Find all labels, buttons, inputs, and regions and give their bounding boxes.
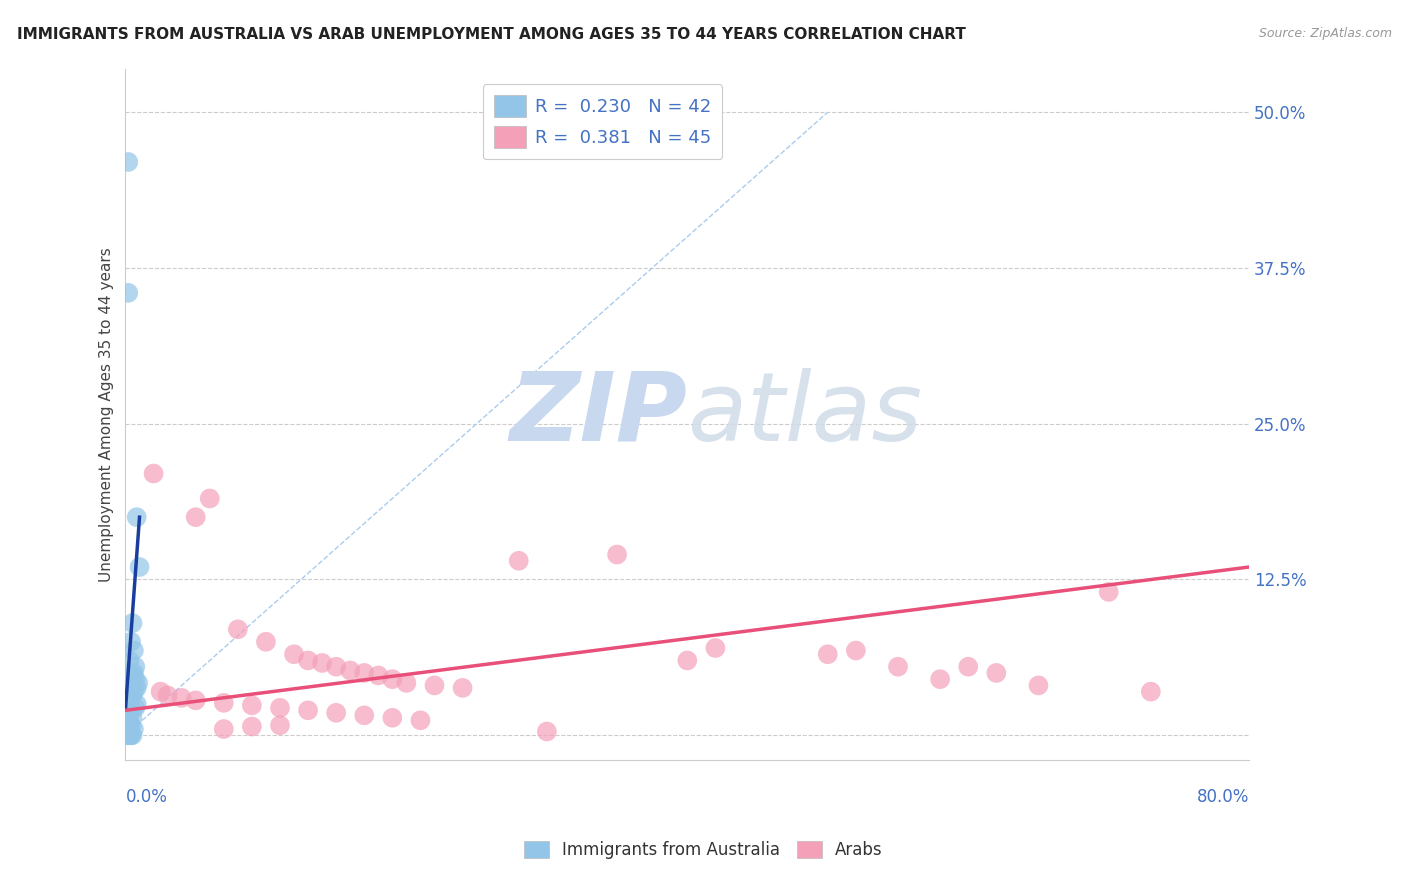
Point — [120, 690, 142, 705]
Point — [409, 713, 432, 727]
Point — [120, 703, 142, 717]
Point — [117, 708, 139, 723]
Legend: Immigrants from Australia, Arabs: Immigrants from Australia, Arabs — [517, 834, 889, 866]
Point — [115, 721, 138, 735]
Point — [339, 664, 361, 678]
Point — [311, 656, 333, 670]
Point — [283, 647, 305, 661]
Point — [125, 510, 148, 524]
Point — [118, 717, 141, 731]
Point — [121, 689, 143, 703]
Point — [118, 724, 141, 739]
Point — [297, 703, 319, 717]
Point — [115, 725, 138, 739]
Point — [269, 701, 291, 715]
Point — [122, 684, 145, 698]
Point — [254, 634, 277, 648]
Point — [451, 681, 474, 695]
Point — [381, 672, 404, 686]
Point — [118, 727, 141, 741]
Point — [957, 659, 980, 673]
Point — [121, 616, 143, 631]
Point — [1028, 678, 1050, 692]
Point — [124, 672, 146, 686]
Point — [240, 719, 263, 733]
Point — [121, 668, 143, 682]
Point — [122, 665, 145, 680]
Point — [121, 728, 143, 742]
Point — [184, 693, 207, 707]
Point — [117, 728, 139, 742]
Point — [117, 285, 139, 300]
Point — [353, 708, 375, 723]
Point — [676, 653, 699, 667]
Point — [115, 728, 138, 742]
Text: atlas: atlas — [688, 368, 922, 461]
Point — [118, 693, 141, 707]
Point — [297, 653, 319, 667]
Point — [536, 724, 558, 739]
Point — [120, 634, 142, 648]
Point — [1098, 585, 1121, 599]
Point — [120, 718, 142, 732]
Text: ZIP: ZIP — [509, 368, 688, 461]
Point — [1140, 684, 1163, 698]
Point — [929, 672, 952, 686]
Point — [118, 728, 141, 742]
Point — [124, 701, 146, 715]
Point — [115, 723, 138, 738]
Y-axis label: Unemployment Among Ages 35 to 44 years: Unemployment Among Ages 35 to 44 years — [100, 247, 114, 582]
Point — [125, 697, 148, 711]
Point — [606, 548, 628, 562]
Point — [118, 653, 141, 667]
Point — [986, 665, 1008, 680]
Point — [212, 696, 235, 710]
Point — [887, 659, 910, 673]
Point — [117, 722, 139, 736]
Point — [115, 727, 138, 741]
Point — [117, 725, 139, 739]
Legend: R =  0.230   N = 42, R =  0.381   N = 45: R = 0.230 N = 42, R = 0.381 N = 45 — [482, 85, 723, 159]
Text: IMMIGRANTS FROM AUSTRALIA VS ARAB UNEMPLOYMENT AMONG AGES 35 TO 44 YEARS CORRELA: IMMIGRANTS FROM AUSTRALIA VS ARAB UNEMPL… — [17, 27, 966, 42]
Point — [124, 659, 146, 673]
Text: Source: ZipAtlas.com: Source: ZipAtlas.com — [1258, 27, 1392, 40]
Point — [226, 623, 249, 637]
Point — [117, 155, 139, 169]
Point — [381, 711, 404, 725]
Point — [198, 491, 221, 506]
Point — [325, 659, 347, 673]
Point — [508, 554, 530, 568]
Point — [127, 676, 149, 690]
Point — [122, 722, 145, 736]
Point — [395, 676, 418, 690]
Point — [423, 678, 446, 692]
Point — [115, 713, 138, 727]
Point — [149, 684, 172, 698]
Text: 80.0%: 80.0% — [1197, 788, 1249, 805]
Point — [325, 706, 347, 720]
Point — [118, 706, 141, 720]
Point — [704, 640, 727, 655]
Point — [122, 643, 145, 657]
Point — [170, 690, 193, 705]
Point — [240, 698, 263, 713]
Point — [156, 689, 179, 703]
Point — [184, 510, 207, 524]
Text: 0.0%: 0.0% — [125, 788, 167, 805]
Point — [353, 665, 375, 680]
Point — [367, 668, 389, 682]
Point — [125, 681, 148, 695]
Point — [269, 718, 291, 732]
Point — [120, 728, 142, 742]
Point — [128, 560, 150, 574]
Point — [117, 715, 139, 730]
Point — [817, 647, 839, 661]
Point — [845, 643, 868, 657]
Point — [142, 467, 165, 481]
Point — [121, 711, 143, 725]
Point — [212, 722, 235, 736]
